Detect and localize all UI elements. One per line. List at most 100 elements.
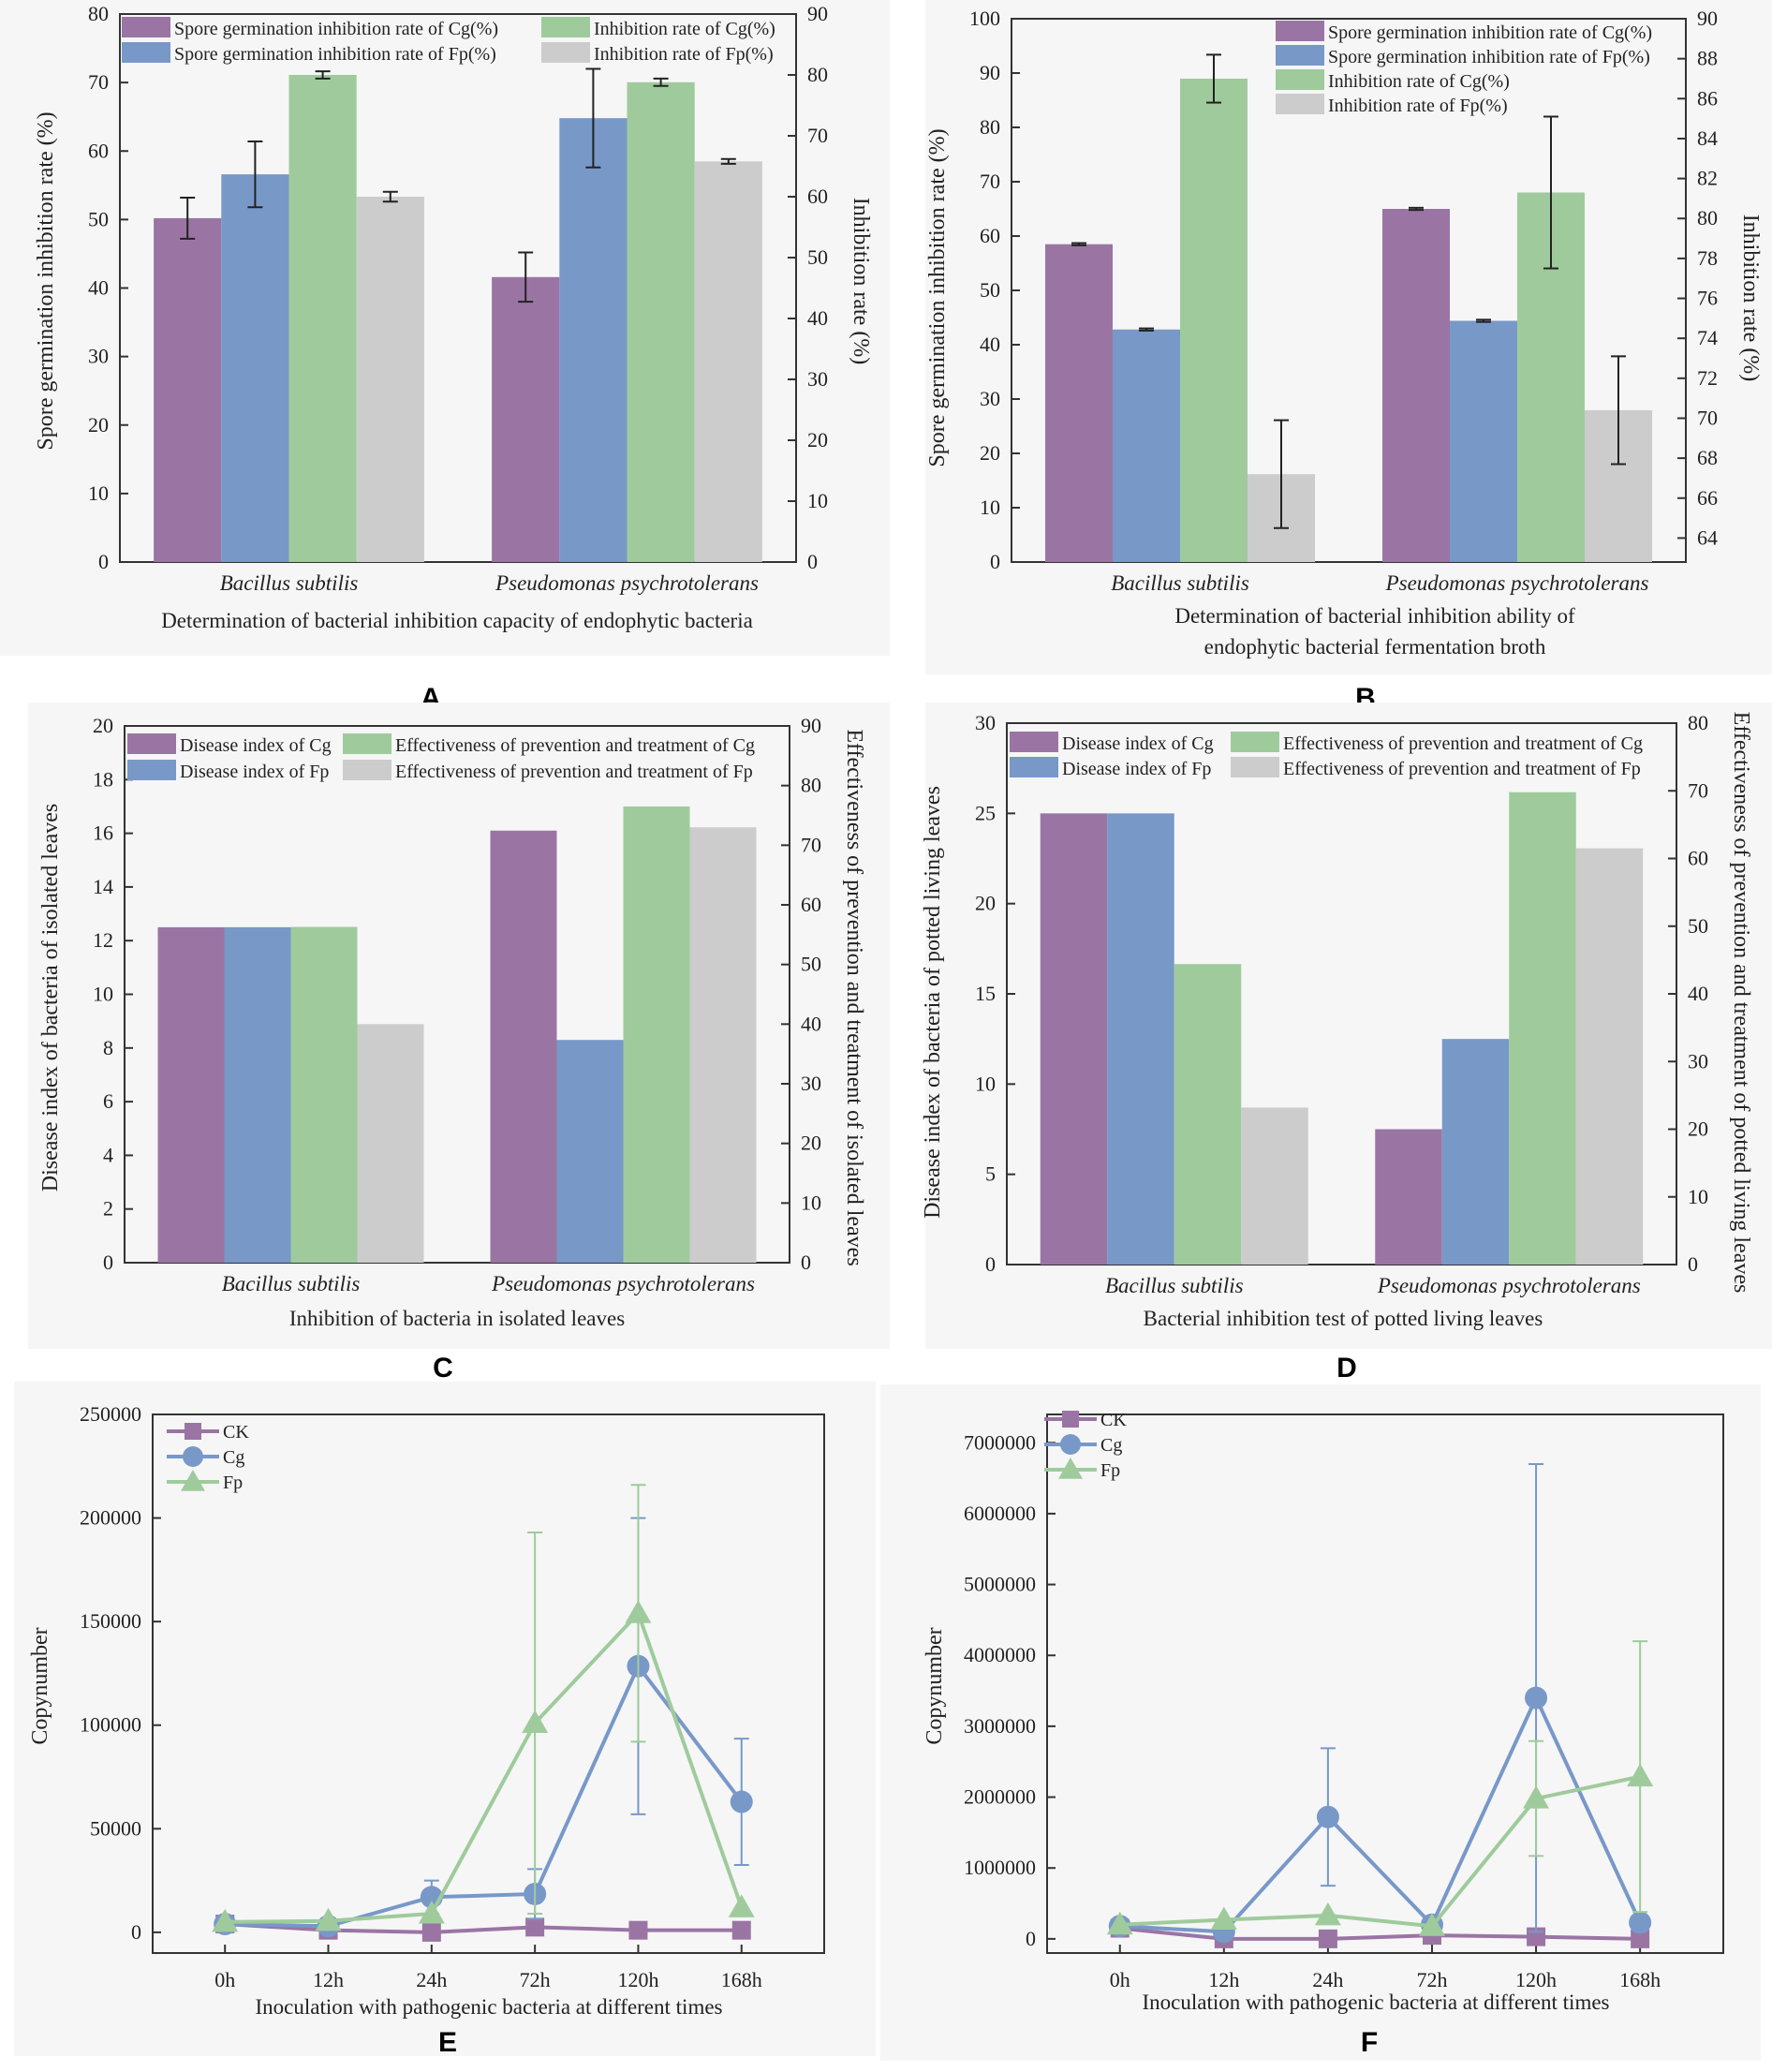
- x-axis-label: Determination of bacterial inhibition ab…: [1174, 604, 1575, 628]
- y2-tick-label: 60: [801, 893, 821, 916]
- y-tick-label: 6000000: [964, 1502, 1036, 1525]
- y2-tick-label: 80: [801, 774, 821, 797]
- bar: [1509, 792, 1576, 1265]
- bar: [221, 174, 289, 563]
- bar: [1382, 209, 1450, 562]
- legend-swatch: [1276, 94, 1324, 114]
- y-tick-label: 50: [88, 207, 109, 230]
- marker-triangle: [418, 1900, 445, 1924]
- y2-tick-label: 84: [1697, 126, 1718, 150]
- bar: [1174, 964, 1242, 1265]
- y2-tick-label: 30: [1688, 1049, 1708, 1073]
- legend-label: Effectiveness of prevention and treatmen…: [1283, 759, 1641, 779]
- y-axis-label: Copynumber: [28, 1627, 52, 1744]
- marker-square: [1062, 1411, 1079, 1428]
- marker-triangle: [1058, 1458, 1083, 1479]
- y-tick-label: 5000000: [964, 1573, 1036, 1596]
- x-axis-label: Inoculation with pathogenic bacteria at …: [1142, 1991, 1609, 2014]
- legend: Disease index of Cg Disease index of Fp Ef…: [1010, 732, 1643, 779]
- marker-circle: [1525, 1686, 1548, 1709]
- y-tick-label: 15: [975, 982, 996, 1005]
- y2-tick-label: 80: [1688, 711, 1708, 734]
- series-line: [225, 1922, 742, 1934]
- category-label: Bacillus subtilis: [220, 571, 359, 595]
- y-tick-label: 0: [985, 1252, 996, 1276]
- legend-label: Inhibition rate of Fp(%): [594, 44, 774, 65]
- y-axis-label: Spore germination inhibition rate (%): [34, 111, 58, 450]
- legend-label: Disease index of Fp: [180, 762, 329, 782]
- category-label: Pseudomonas psychrotolerans: [1377, 1274, 1641, 1297]
- plot-frame: [1046, 1413, 1724, 1954]
- y-tick-label: 0: [990, 550, 1000, 573]
- legend-swatch: [343, 733, 391, 754]
- x-tick-label: 120h: [1515, 1968, 1557, 1991]
- y2-tick-label: 60: [807, 185, 828, 208]
- bar: [1180, 78, 1248, 563]
- bar: [154, 217, 222, 562]
- bar: [627, 81, 695, 563]
- legend-swatch: [127, 733, 176, 754]
- y2-tick-label: 50: [807, 245, 828, 269]
- y-tick-label: 0: [103, 1251, 113, 1274]
- marker-circle: [1060, 1434, 1081, 1455]
- legend-label: Effectiveness of prevention and treatmen…: [1283, 733, 1643, 754]
- y2-tick-label: 70: [1688, 778, 1708, 802]
- series-line: [225, 1609, 744, 1924]
- marker-triangle: [1418, 1913, 1445, 1936]
- y-tick-label: 90: [980, 61, 1000, 84]
- legend-swatch: [122, 42, 170, 63]
- legend-swatch: [1276, 21, 1324, 41]
- y-axis-label: Copynumber: [923, 1627, 947, 1744]
- chart-e: 0 50000 100000 150000 200000 250000 0h 12h 24h 72…: [28, 1402, 825, 2019]
- x-axis-label: Bacterial inhibition test of potted livi…: [1144, 1307, 1543, 1330]
- legend-swatch: [541, 42, 590, 63]
- y-tick-label: 0: [131, 1920, 141, 1944]
- marker-triangle: [522, 1709, 549, 1734]
- y-tick-label: 30: [88, 345, 109, 368]
- y2-tick-label: 66: [1697, 486, 1718, 510]
- legend: CK Cg Fp: [167, 1422, 249, 1493]
- x-tick-label: 24h: [416, 1968, 447, 1991]
- y-tick-label: 2000000: [964, 1785, 1036, 1809]
- marker-square: [731, 1920, 751, 1940]
- legend: CK Cg Fp: [1044, 1410, 1127, 1481]
- y-tick-label: 250000: [80, 1402, 141, 1426]
- marker-triangle: [315, 1907, 342, 1931]
- x-tick-label: 12h: [313, 1968, 344, 1991]
- marker-square: [1318, 1929, 1337, 1948]
- y-tick-label: 12: [93, 928, 113, 952]
- y-tick-label: 70: [88, 70, 109, 94]
- y2-tick-label: 76: [1697, 287, 1718, 310]
- y-tick-label: 30: [980, 387, 1000, 410]
- legend-swatch: [127, 760, 176, 780]
- x-tick-label: 0h: [1110, 1968, 1130, 1991]
- panel-letter-d: D: [1336, 1353, 1357, 1384]
- x-tick-label: 168h: [721, 1968, 762, 1991]
- marker-triangle: [1314, 1902, 1341, 1926]
- legend: Spore germination inhibition rate of Cg(…: [122, 17, 775, 65]
- y-tick-label: 14: [93, 875, 113, 898]
- bar: [1045, 244, 1113, 562]
- legend-swatch: [1276, 45, 1324, 66]
- y2-tick-label: 10: [801, 1191, 821, 1214]
- y-tick-label: 40: [980, 333, 1000, 356]
- legend-label: Fp: [1100, 1460, 1120, 1481]
- y2-tick-label: 20: [807, 428, 828, 451]
- legend-label: Effectiveness of prevention and treatmen…: [395, 762, 753, 782]
- marker-circle: [730, 1790, 753, 1813]
- category-label: Pseudomonas psychrotolerans: [491, 1272, 755, 1295]
- chart-b: 0 10 20 30 40 50 60 70 80 90 100 64 66 68 70 72 74 76 78 80…: [925, 7, 1763, 659]
- plot-frame: [152, 1413, 825, 1954]
- bar: [492, 276, 560, 562]
- y2-tick-label: 82: [1697, 167, 1718, 190]
- y-tick-label: 10: [975, 1072, 996, 1095]
- legend-label: Inhibition rate of Fp(%): [1328, 96, 1508, 116]
- y-tick-label: 20: [975, 892, 996, 915]
- bar: [1450, 320, 1517, 562]
- y2-tick-label: 70: [801, 833, 821, 856]
- bar: [623, 806, 690, 1263]
- legend-label: Spore germination inhibition rate of Cg(…: [174, 19, 498, 39]
- legend-label: Disease index of Cg: [1062, 733, 1214, 754]
- bar: [357, 1024, 424, 1263]
